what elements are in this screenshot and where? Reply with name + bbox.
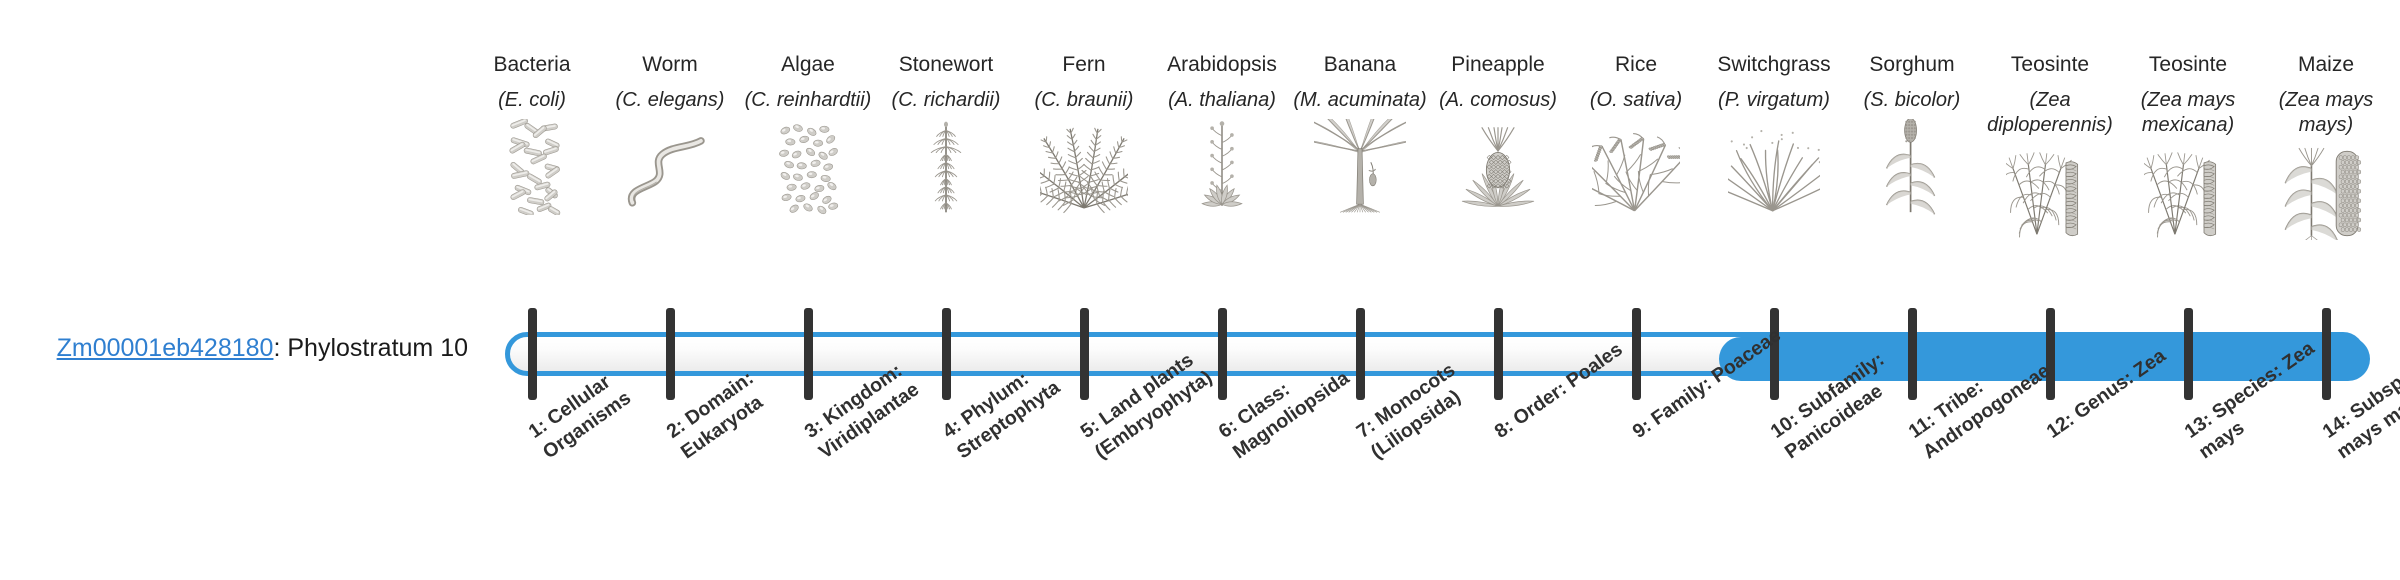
banana-illustration — [1314, 119, 1406, 213]
species-latin-name: (A. thaliana) — [1168, 89, 1276, 111]
taxonomy-label-row: 1: Cellular Organisms 2: Domain: Eukaryot… — [0, 317, 2400, 580]
algae-illustration — [779, 124, 839, 215]
species-column: Teosinte (Zea mays mexicana) — [2119, 52, 2257, 240]
species-latin-name: (E. coli) — [498, 89, 566, 111]
worm-illustration — [627, 137, 705, 207]
algae-illustration — [739, 119, 877, 215]
arabidopsis-illustration — [1201, 121, 1243, 207]
arabidopsis-illustration — [1153, 119, 1291, 215]
species-common-name: Pineapple — [1451, 53, 1545, 76]
phylostratum-tick[interactable] — [2321, 308, 2331, 400]
species-common-name: Sorghum — [1869, 53, 1955, 76]
phylostratum-tick[interactable] — [803, 308, 813, 400]
species-common-name: Arabidopsis — [1167, 53, 1277, 76]
species-common-name: Worm — [642, 53, 698, 76]
phylostratum-tick[interactable] — [1355, 308, 1365, 400]
maize-illustration — [2284, 147, 2361, 240]
phylostratum-bar-track — [505, 332, 2370, 381]
phylostratum-tick[interactable] — [1079, 308, 1089, 400]
species-header-row: Bacteria (E. coli) — [463, 52, 2395, 240]
phylostratum-tick[interactable] — [1493, 308, 1503, 400]
species-latin-name: (Zea diploperennis) — [1987, 89, 2113, 136]
species-common-name: Teosinte — [2148, 53, 2228, 76]
species-common-name: Banana — [1323, 53, 1397, 76]
species-column: Rice (O. sativa) — [1567, 52, 1705, 215]
species-latin-name: (C. elegans) — [615, 89, 725, 111]
species-latin-name: (A. comosus) — [1439, 89, 1557, 111]
gene-id-link[interactable]: Zm00001eb428180 — [56, 334, 274, 362]
phylostratum-tick[interactable] — [527, 308, 537, 400]
phylostratum-tick[interactable] — [1217, 308, 1227, 400]
stonewort-illustration — [877, 119, 1015, 215]
species-common-name: Rice — [1614, 53, 1657, 76]
species-column: Banana (M. acuminata) — [1291, 52, 1429, 215]
phylostratum-tick[interactable] — [1907, 308, 1917, 400]
species-column: Bacteria (E. coli) — [463, 52, 601, 215]
phylostratum-bar[interactable] — [0, 308, 2400, 400]
gene-label-separator: : — [273, 334, 288, 362]
phylostratum-tick[interactable] — [1631, 308, 1641, 400]
species-latin-name: (S. bicolor) — [1863, 89, 1961, 111]
switchgrass-illustration — [1728, 130, 1820, 212]
species-column: Sorghum (S. bicolor) — [1843, 52, 1981, 215]
species-column: Pineapple (A. comosus) — [1429, 52, 1567, 215]
species-common-name: Maize — [2297, 53, 2355, 76]
species-latin-name: (C. richardii) — [891, 89, 1001, 111]
phylostratum-value-text: Phylostratum 10 — [287, 334, 468, 362]
species-column: Teosinte (Zea diploperennis) — [1981, 52, 2119, 240]
species-latin-name: (Zea mays mays) — [2278, 89, 2374, 136]
phylostratum-tick[interactable] — [2183, 308, 2193, 400]
species-column: Fern (C. braunii) — [1015, 52, 1153, 215]
species-common-name: Bacteria — [493, 53, 571, 76]
phylostratum-tick[interactable] — [1769, 308, 1779, 400]
teosinte-illustration — [2006, 152, 2079, 238]
pineapple-illustration — [1461, 127, 1535, 207]
species-latin-name: (O. sativa) — [1589, 89, 1683, 111]
phylostratum-bar-fill — [1719, 337, 2370, 381]
switchgrass-illustration — [1705, 119, 1843, 215]
species-common-name: Algae — [781, 53, 835, 76]
worm-illustration — [601, 119, 739, 215]
species-column: Switchgrass (P. virgatum) — [1705, 52, 1843, 215]
pineapple-illustration — [1429, 119, 1567, 215]
rice-illustration — [1592, 132, 1680, 212]
teosinte-illustration — [2144, 152, 2217, 238]
species-latin-name: (M. acuminata) — [1293, 89, 1427, 111]
species-column: Algae (C. reinhardtii) — [739, 52, 877, 215]
phylostratum-tick[interactable] — [665, 308, 675, 400]
rice-illustration — [1567, 119, 1705, 215]
species-column: Arabidopsis (A. thaliana) — [1153, 52, 1291, 215]
species-column: Maize (Zea mays mays) — [2257, 52, 2395, 240]
species-latin-name: (C. reinhardtii) — [744, 89, 872, 111]
sorghum-illustration — [1885, 119, 1936, 215]
species-common-name: Stonewort — [898, 53, 994, 76]
species-column: Stonewort (C. richardii) — [877, 52, 1015, 215]
maize-illustration — [2257, 144, 2395, 240]
sorghum-illustration — [1843, 119, 1981, 215]
species-latin-name: (Zea mays mexicana) — [2140, 89, 2236, 136]
species-common-name: Teosinte — [2010, 53, 2090, 76]
bacteria-illustration — [509, 119, 561, 215]
fern-illustration — [1040, 127, 1128, 214]
stonewort-illustration — [930, 121, 962, 213]
banana-illustration — [1291, 119, 1429, 215]
teosinte-illustration — [1981, 144, 2119, 240]
species-latin-name: (C. braunii) — [1034, 89, 1134, 111]
species-common-name: Fern — [1062, 53, 1106, 76]
species-latin-name: (P. virgatum) — [1718, 89, 1830, 111]
phylostratum-tick[interactable] — [941, 308, 951, 400]
gene-phylostratum-label: Zm00001eb428180: Phylostratum 10 — [0, 333, 468, 363]
fern-illustration — [1015, 119, 1153, 215]
teosinte-illustration — [2119, 144, 2257, 240]
species-common-name: Switchgrass — [1717, 53, 1831, 76]
phylostratum-tick[interactable] — [2045, 308, 2055, 400]
bacteria-illustration — [463, 119, 601, 215]
species-column: Worm (C. elegans) — [601, 52, 739, 215]
